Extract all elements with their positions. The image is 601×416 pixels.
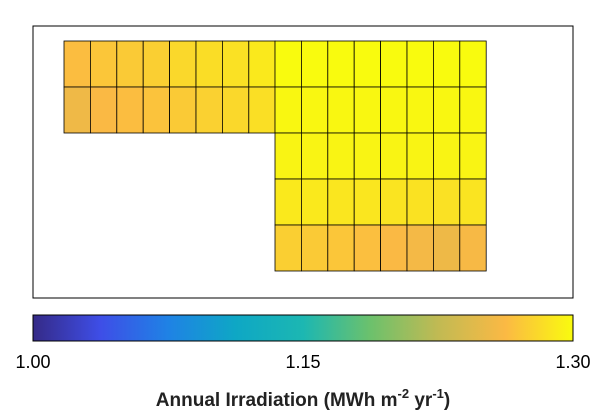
panel-cell-g1-r2-c7 (459, 132, 487, 180)
panel-cell-g1-r3-c3 (353, 178, 382, 226)
colorbar-tick-max: 1.30 (555, 352, 590, 372)
colorbar-label-sup2: -1 (432, 386, 444, 401)
panel-cell-g1-r0-c3 (353, 40, 382, 88)
panel-cell-g0-r0-c3 (142, 40, 170, 88)
panel-cell-g1-r4-c1 (300, 224, 329, 272)
panel-cell-g0-r0-c4 (169, 40, 197, 88)
panel-cell-g1-r0-c7 (459, 40, 487, 88)
panel-cell-g0-r1-c4 (169, 86, 197, 134)
panel-cell-g1-r4-c6 (432, 224, 461, 272)
panel-cell-g1-r3-c2 (327, 178, 355, 226)
panel-cell-g1-r3-c5 (406, 178, 434, 226)
panel-cell-g1-r2-c1 (300, 132, 329, 180)
panel-cell-g1-r0-c0 (274, 40, 302, 88)
panel-cell-g1-r2-c6 (432, 132, 461, 180)
panel-cell-g0-r1-c2 (116, 86, 144, 134)
panel-cell-g1-r2-c2 (327, 132, 355, 180)
panel-cell-g1-r1-c0 (274, 86, 302, 134)
panel-cell-g1-r4-c0 (274, 224, 302, 272)
panel-cell-g0-r1-c6 (221, 86, 250, 134)
colorbar (32, 314, 574, 342)
panel-cell-g1-r4-c5 (406, 224, 434, 272)
panel-cell-g1-r3-c4 (380, 178, 408, 226)
colorbar-tick-min: 1.00 (15, 352, 50, 372)
colorbar-tick-mid: 1.15 (285, 352, 320, 372)
panel-cell-g1-r0-c2 (327, 40, 355, 88)
panel-cell-g1-r1-c7 (459, 86, 487, 134)
panel-cell-g1-r0-c4 (380, 40, 408, 88)
panel-cell-g1-r1-c4 (380, 86, 408, 134)
panel-cell-g1-r4-c7 (459, 224, 487, 272)
panel-cell-g1-r1-c3 (353, 86, 382, 134)
panel-cell-g0-r0-c7 (248, 40, 276, 88)
panel-cell-g0-r1-c0 (63, 86, 91, 134)
panel-cell-g1-r4-c3 (353, 224, 382, 272)
colorbar-label-end: ) (444, 390, 450, 411)
colorbar-label: Annual Irradiation (MWh m-2 yr-1) (156, 386, 450, 411)
panel-cell-g1-r3-c0 (274, 178, 302, 226)
panel-cell-g1-r1-c2 (327, 86, 355, 134)
panel-cell-g1-r1-c1 (300, 86, 329, 134)
panel-cell-g1-r0-c6 (432, 40, 461, 88)
panel-cell-g0-r0-c2 (116, 40, 144, 88)
panel-cell-g1-r2-c3 (353, 132, 382, 180)
colorbar-label-main: Annual Irradiation (MWh m (156, 390, 398, 411)
panel-cell-g0-r1-c5 (195, 86, 223, 134)
panel-cell-g1-r0-c5 (406, 40, 434, 88)
panel-cell-g0-r0-c5 (195, 40, 223, 88)
panel-cell-g0-r0-c6 (221, 40, 250, 88)
panel-grid (63, 40, 487, 272)
panel-cell-g1-r3-c1 (300, 178, 329, 226)
colorbar-label-sup1: -2 (398, 386, 410, 401)
panel-cell-g0-r0-c1 (90, 40, 118, 88)
panel-cell-g1-r3-c6 (432, 178, 461, 226)
panel-cell-g1-r2-c0 (274, 132, 302, 180)
panel-cell-g1-r2-c4 (380, 132, 408, 180)
colorbar-label-mid: yr (409, 390, 433, 411)
panel-cell-g0-r1-c3 (142, 86, 170, 134)
panel-cell-g1-r1-c5 (406, 86, 434, 134)
panel-cell-g1-r0-c1 (300, 40, 329, 88)
panel-cell-g1-r3-c7 (459, 178, 487, 226)
panel-cell-g1-r1-c6 (432, 86, 461, 134)
panel-cell-g1-r4-c4 (380, 224, 408, 272)
panel-cell-g0-r1-c7 (248, 86, 276, 134)
panel-cell-g0-r1-c1 (90, 86, 118, 134)
panel-cell-g0-r0-c0 (63, 40, 91, 88)
panel-cell-g1-r4-c2 (327, 224, 355, 272)
panel-cell-g1-r2-c5 (406, 132, 434, 180)
